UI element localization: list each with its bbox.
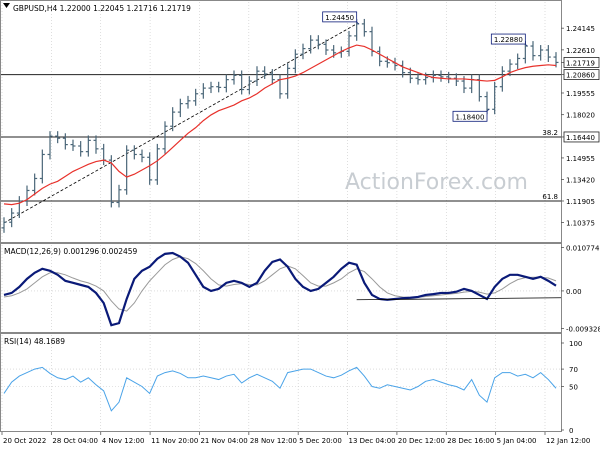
axis-price-tag [563, 69, 600, 80]
axis-price-tag-label: 1.21719 [566, 59, 595, 67]
axis-tick-label: 1.13420 [566, 177, 595, 185]
time-tick-label: 11 Nov 20:00 [151, 437, 198, 445]
time-tick-label: 5 Dec 20:00 [299, 437, 342, 445]
time-tick-label: 28 Dec 16:00 [447, 437, 494, 445]
time-tick-label: 5 Jan 04:00 [497, 437, 537, 445]
time-tick-label: 28 Nov 12:00 [250, 437, 297, 445]
rsi-axis: 100 70 50 0 [561, 340, 582, 435]
macd-main-line [3, 251, 557, 327]
price-grid [1, 2, 546, 242]
extreme-price-label: 1.22880 [494, 36, 523, 44]
price-pane-header: GBPUSD,H4 1.22000 1.22045 1.21716 1.2171… [13, 4, 191, 13]
axis-tick-label: 70 [569, 366, 578, 374]
extreme-price-label: 1.18400 [456, 113, 485, 121]
time-tick-label: 20 Dec 12:00 [398, 437, 445, 445]
price-reference-lines: 38.2 61.8 [1, 23, 561, 224]
extreme-price-pointer [356, 21, 359, 25]
time-tick-label: 28 Oct 04:00 [52, 437, 98, 445]
axis-tick-label: -0.009328 [566, 325, 600, 333]
macd-series [1, 251, 562, 327]
time-tick-label: 12 Jan 12:00 [546, 437, 590, 445]
price-axis: 1.24145 1.22610 1.21719 1.20860 1.19555 1.180… [561, 25, 600, 228]
time-tick-label: 21 Nov 04:00 [200, 437, 247, 445]
moving-average-line [3, 44, 557, 206]
fibonacci-level-label: 38.2 [542, 129, 558, 137]
macd-signal-line [3, 256, 557, 312]
axis-tick-label: 1.24145 [566, 25, 595, 33]
axis-tick-label: 50 [569, 384, 578, 392]
axis-tick-label: 0.00 [566, 288, 582, 296]
macd-axis: 0.010774 0.00 -0.009328 [561, 245, 600, 333]
price-pane-frame [0, 0, 562, 243]
rsi-series [1, 366, 561, 412]
rsi-line [3, 366, 557, 412]
time-axis: 20 Oct 2022 28 Oct 04:00 4 Nov 12:00 11 Nov… [1, 432, 590, 445]
axis-tick-label: 100 [569, 340, 582, 348]
axis-tick-label: 1.19555 [566, 90, 595, 98]
axis-price-tag-label: 1.20860 [566, 72, 595, 80]
macd-pane-frame [0, 243, 562, 333]
axis-tick-label: 1.10375 [566, 220, 595, 228]
time-tick-label: 20 Oct 2022 [3, 437, 46, 445]
collapse-arrow-icon [3, 3, 10, 8]
trendline [3, 23, 357, 224]
watermark: ActionForex.com [345, 170, 528, 195]
time-tick-label: 13 Dec 04:00 [349, 437, 396, 445]
fibonacci-level-label: 61.8 [542, 193, 558, 201]
rsi-pane-header: RSI(14) 48.1689 [4, 337, 65, 346]
rsi-pane-frame [0, 333, 562, 432]
extreme-price-label: 1.24450 [325, 14, 354, 22]
price-annotations: 1.24450 1.22880 1.18400 [322, 11, 528, 122]
axis-tick-label: 1.22610 [566, 47, 595, 55]
macd-grid [1, 245, 546, 332]
extreme-price-pointer [525, 43, 528, 47]
rsi-grid [1, 335, 546, 431]
axis-tick-label: 1.11905 [566, 198, 595, 206]
axis-tick-label: 0 [569, 427, 573, 435]
moving-average [3, 44, 557, 206]
macd-pane-header: MACD(12,26,9) 0.001296 0.002459 [4, 247, 138, 256]
extreme-price-box [322, 11, 358, 23]
axis-price-tag-label: 1.16440 [566, 134, 595, 142]
axis-price-tag [563, 131, 600, 143]
axis-price-tag [563, 57, 600, 68]
extreme-price-box [490, 33, 526, 45]
axis-tick-label: 0.010774 [566, 245, 600, 253]
extreme-price-pointer [486, 109, 490, 112]
macd-trendline [356, 297, 562, 301]
axis-tick-label: 1.18020 [566, 112, 595, 120]
time-tick-label: 4 Nov 12:00 [102, 437, 145, 445]
axis-tick-label: 1.14955 [566, 155, 595, 163]
extreme-price-box [452, 110, 488, 122]
